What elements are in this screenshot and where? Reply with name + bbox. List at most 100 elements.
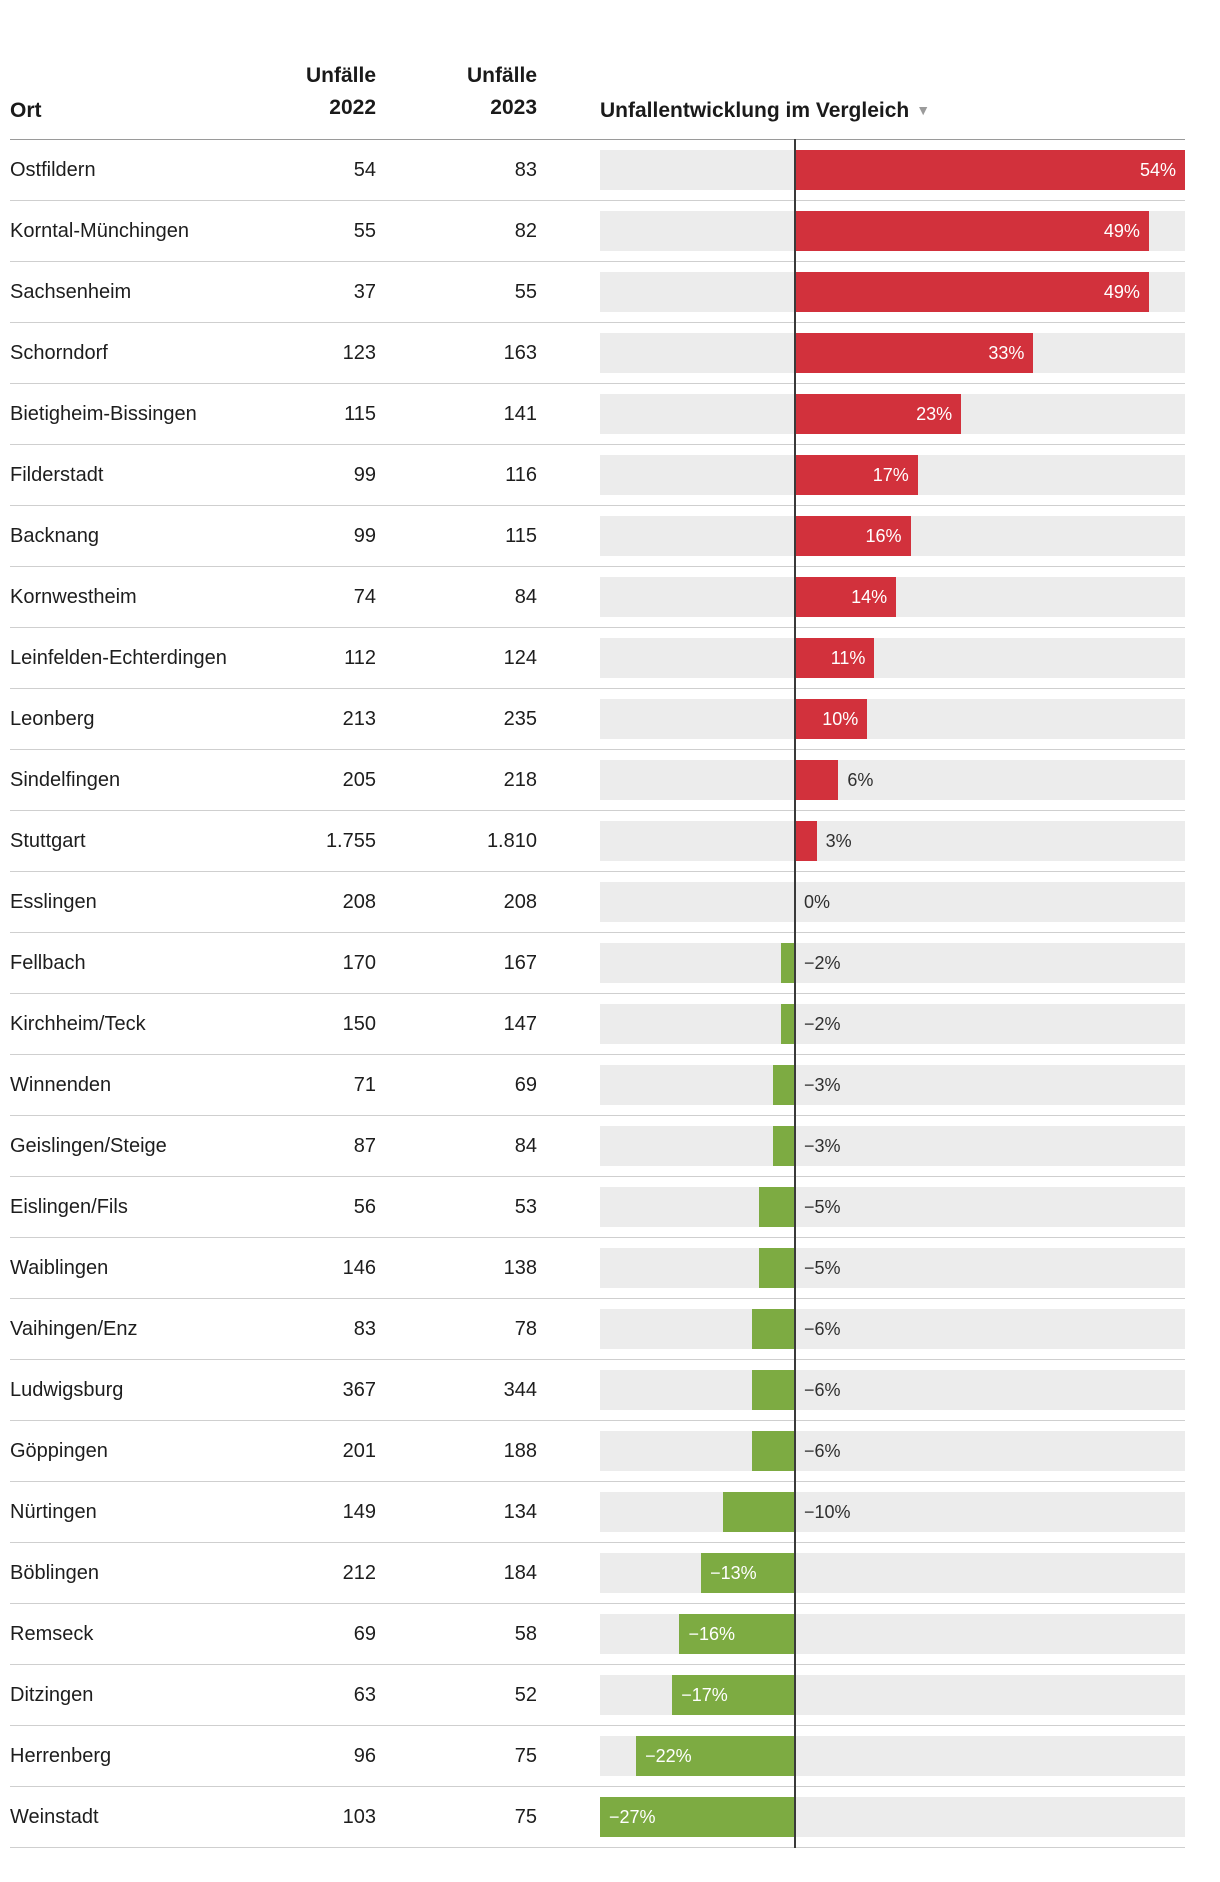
change-value-label: −6% bbox=[803, 1441, 841, 1461]
accidents-2023-value: 184 bbox=[503, 1561, 537, 1584]
table-row: Waiblingen 146 138 −5% bbox=[10, 1237, 1185, 1299]
accidents-2023-value: 53 bbox=[514, 1195, 537, 1218]
zero-axis-line bbox=[794, 932, 796, 994]
table-row: Backnang 99 115 16% bbox=[10, 505, 1185, 567]
accidents-2022-value: 212 bbox=[342, 1561, 376, 1584]
bar-chart-area: 14% bbox=[600, 566, 1185, 628]
zero-axis-line bbox=[794, 1481, 796, 1543]
table-row: Bietigheim-Bissingen 115 141 23% bbox=[10, 383, 1185, 445]
change-value-label: 3% bbox=[825, 831, 852, 851]
city-name: Schorndorf bbox=[10, 341, 108, 364]
table-body: Ostfildern 54 83 54% Korntal-Münchingen 55 82 4… bbox=[10, 139, 1185, 1848]
accidents-2022-value: 56 bbox=[353, 1195, 376, 1218]
zero-axis-line bbox=[794, 1115, 796, 1177]
city-name: Waiblingen bbox=[10, 1256, 109, 1279]
change-bar-cell: −6% bbox=[537, 1420, 1185, 1482]
bar-track bbox=[600, 1370, 1185, 1410]
city-name: Böblingen bbox=[10, 1561, 99, 1584]
bar-chart-area: −2% bbox=[600, 932, 1185, 994]
bar-track bbox=[600, 638, 1185, 678]
accidents-2023-value: 167 bbox=[503, 951, 537, 974]
accidents-2023-value: 52 bbox=[514, 1683, 537, 1706]
accidents-2022-value: 96 bbox=[353, 1744, 376, 1767]
change-value-label: −5% bbox=[803, 1197, 841, 1217]
change-value-label: 23% bbox=[916, 404, 953, 424]
column-header-ort[interactable]: Ort bbox=[10, 99, 42, 122]
zero-axis-line bbox=[794, 1420, 796, 1482]
change-bar-cell: 54% bbox=[537, 139, 1185, 201]
change-bar bbox=[780, 943, 795, 983]
change-value-label: −10% bbox=[803, 1502, 851, 1522]
bar-chart-area: −6% bbox=[600, 1298, 1185, 1360]
bar-track bbox=[600, 760, 1185, 800]
change-bar bbox=[600, 1797, 795, 1837]
bar-chart-area: 54% bbox=[600, 139, 1185, 201]
bar-track bbox=[600, 821, 1185, 861]
column-header-unfaelle-2023[interactable]: Unfälle 2023 bbox=[376, 60, 537, 123]
accidents-2022-value: 87 bbox=[353, 1134, 376, 1157]
city-name: Herrenberg bbox=[10, 1744, 112, 1767]
change-value-label: 16% bbox=[865, 526, 902, 546]
accidents-2022-value: 208 bbox=[342, 890, 376, 913]
bar-chart-area: −5% bbox=[600, 1176, 1185, 1238]
change-value-label: −27% bbox=[609, 1807, 656, 1827]
change-value-label: −17% bbox=[681, 1685, 728, 1705]
zero-axis-line bbox=[794, 871, 796, 933]
accidents-2022-value: 63 bbox=[353, 1683, 376, 1706]
accidents-2023-value: 69 bbox=[514, 1073, 537, 1096]
table-row: Sachsenheim 37 55 49% bbox=[10, 261, 1185, 323]
column-header-unfallentwicklung[interactable]: Unfallentwicklung im Vergleich ▼ bbox=[537, 99, 1185, 123]
zero-axis-line bbox=[794, 1176, 796, 1238]
change-value-label: 17% bbox=[872, 465, 909, 485]
table-row: Göppingen 201 188 −6% bbox=[10, 1420, 1185, 1482]
accidents-2023-value: 344 bbox=[503, 1378, 537, 1401]
column-header-unfaelle-2022[interactable]: Unfälle 2022 bbox=[250, 60, 376, 123]
change-value-label: −5% bbox=[803, 1258, 841, 1278]
accidents-2023-value: 84 bbox=[514, 1134, 537, 1157]
bar-track bbox=[600, 943, 1185, 983]
zero-axis-line bbox=[794, 1542, 796, 1604]
city-name: Weinstadt bbox=[10, 1805, 99, 1828]
change-bar-cell: −5% bbox=[537, 1176, 1185, 1238]
change-value-label: −22% bbox=[645, 1746, 692, 1766]
change-bar bbox=[679, 1614, 795, 1654]
accidents-2023-value: 138 bbox=[503, 1256, 537, 1279]
zero-axis-line bbox=[794, 688, 796, 750]
change-bar-cell: 49% bbox=[537, 261, 1185, 323]
bar-chart-area: 11% bbox=[600, 627, 1185, 689]
city-name: Kornwestheim bbox=[10, 585, 137, 608]
change-value-label: 33% bbox=[988, 343, 1025, 363]
city-name: Eislingen/Fils bbox=[10, 1195, 128, 1218]
change-bar bbox=[751, 1370, 795, 1410]
bar-chart-area: 33% bbox=[600, 322, 1185, 384]
change-bar-cell: 0% bbox=[537, 871, 1185, 933]
accidents-2023-value: 134 bbox=[503, 1500, 537, 1523]
accidents-2022-value: 205 bbox=[342, 768, 376, 791]
bar-track bbox=[600, 1492, 1185, 1532]
city-name: Ditzingen bbox=[10, 1683, 94, 1706]
city-name: Ostfildern bbox=[10, 158, 96, 181]
accidents-2023-value: 115 bbox=[505, 524, 537, 547]
accidents-2022-value: 150 bbox=[342, 1012, 376, 1035]
accidents-2022-value: 149 bbox=[342, 1500, 376, 1523]
change-bar-cell: 10% bbox=[537, 688, 1185, 750]
city-name: Ludwigsburg bbox=[10, 1378, 124, 1401]
accidents-2022-value: 367 bbox=[342, 1378, 376, 1401]
accidents-2023-value: 208 bbox=[503, 890, 537, 913]
change-bar-cell: 23% bbox=[537, 383, 1185, 445]
accidents-2023-value: 124 bbox=[503, 646, 537, 669]
change-bar-cell: −10% bbox=[537, 1481, 1185, 1543]
change-value-label: 10% bbox=[822, 709, 859, 729]
change-bar-cell: 3% bbox=[537, 810, 1185, 872]
change-bar bbox=[701, 1553, 795, 1593]
table-row: Böblingen 212 184 −13% bbox=[10, 1542, 1185, 1604]
bar-track bbox=[600, 699, 1185, 739]
change-bar bbox=[795, 211, 1149, 251]
bar-track bbox=[600, 882, 1185, 922]
zero-axis-line bbox=[794, 1725, 796, 1787]
accidents-2023-value: 147 bbox=[503, 1012, 537, 1035]
table-row: Esslingen 208 208 0% bbox=[10, 871, 1185, 933]
change-value-label: 54% bbox=[1139, 160, 1176, 180]
change-bar bbox=[795, 699, 868, 739]
change-bar-cell: −2% bbox=[537, 932, 1185, 994]
